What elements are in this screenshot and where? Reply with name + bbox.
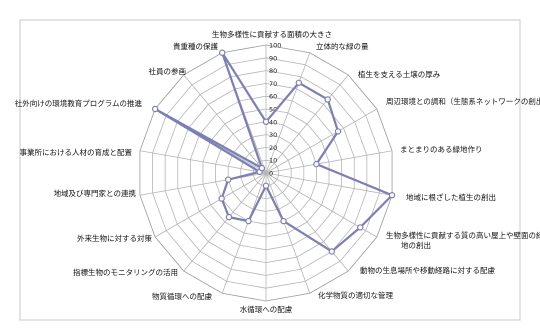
- spoke: [265, 172, 349, 272]
- data-point: [357, 224, 364, 231]
- tick-label: 50: [269, 106, 277, 114]
- category-label-line: 水循環への配慮: [240, 304, 293, 314]
- category-label: 化学物質の適切な管理: [318, 290, 393, 300]
- spoke: [265, 172, 311, 294]
- data-point: [388, 192, 396, 199]
- tick-label: 90: [269, 54, 277, 62]
- tick-label: 70: [269, 80, 277, 88]
- category-label: 周辺環境との調和（生態系ネットワークの創出）: [386, 96, 540, 106]
- category-label-line: まとまりのある緑地作り: [400, 144, 483, 154]
- tick-label: 100: [269, 42, 281, 50]
- category-label: まとまりのある緑地作り: [400, 144, 483, 154]
- category-label: 地域及び専門家との連携: [54, 188, 137, 198]
- tick-label: 0: [269, 170, 273, 178]
- category-label: 生物多様性に貢献する面積の大きさ: [212, 29, 332, 39]
- spoke: [265, 172, 393, 196]
- data-point: [224, 176, 232, 183]
- spoke: [183, 172, 267, 272]
- data-point: [218, 195, 225, 202]
- data-point: [225, 213, 233, 221]
- category-label: 社外向けの環境教育プログラムの推進: [15, 98, 143, 108]
- spoke: [265, 74, 349, 174]
- tick-label: 20: [269, 144, 277, 152]
- category-label-line: 動物の生息場所や移動経路に対する配慮: [360, 265, 495, 275]
- chart-border: [19, 19, 521, 321]
- data-point: [324, 96, 331, 103]
- category-label-line: 生物多様性に貢献する質の高い屋上や壁面の緑: [386, 230, 540, 240]
- data-point: [280, 217, 287, 225]
- spoke: [183, 74, 267, 174]
- category-label-line: 貴重種の保護: [173, 41, 218, 51]
- spoke: [265, 150, 393, 174]
- spoke: [265, 52, 311, 174]
- data-point: [262, 118, 270, 126]
- category-label-line: 地域に根ざした植生の創出: [406, 192, 496, 202]
- spoke: [265, 108, 378, 174]
- category-label-line: 化学物質の適切な管理: [318, 290, 393, 300]
- data-point: [262, 182, 270, 189]
- category-label-line: 事業所における人材の育成と配置: [20, 147, 133, 157]
- spoke: [221, 172, 267, 294]
- radial-tick-labels: 0 10 20 30 40 50 60 70 80 90 100: [269, 42, 281, 178]
- spoke: [154, 172, 267, 238]
- data-point: [151, 105, 159, 113]
- spoke: [139, 172, 267, 196]
- category-labels: 生物多様性に貢献する面積の大きさ立体的な緑の量植生を支える土壌の厚み周辺環境との…: [15, 29, 540, 314]
- category-label-line: 社外向けの環境教育プログラムの推進: [15, 98, 143, 108]
- tick-label: 10: [269, 157, 277, 165]
- category-label: 指標生物のモニタリングの活用: [73, 267, 178, 277]
- data-point: [334, 128, 342, 135]
- data-point: [295, 79, 303, 86]
- tick-label: 60: [269, 93, 277, 101]
- tick-label: 80: [269, 67, 277, 75]
- category-label: 地域に根ざした植生の創出: [406, 192, 496, 202]
- category-label: 外来生物に対する対策: [77, 233, 152, 243]
- data-point: [258, 164, 266, 172]
- category-label-line: 地の創出: [401, 240, 431, 250]
- category-label-line: 外来生物に対する対策: [77, 233, 152, 243]
- category-label: 水循環への配慮: [240, 304, 293, 314]
- category-label: 立体的な緑の量: [316, 41, 369, 51]
- series-layer: [151, 49, 396, 255]
- category-label-line: 生物多様性に貢献する面積の大きさ: [212, 29, 332, 39]
- category-label-line: 社員の参画: [149, 66, 187, 76]
- data-point: [328, 248, 336, 255]
- data-point: [219, 49, 226, 56]
- data-point: [245, 217, 252, 225]
- tick-label: 40: [269, 118, 277, 126]
- category-label-line: 立体的な緑の量: [316, 41, 369, 51]
- category-label: 事業所における人材の育成と配置: [20, 147, 133, 157]
- category-label-line: 地域及び専門家との連携: [54, 188, 137, 198]
- category-label: 貴重種の保護: [173, 41, 218, 51]
- category-label: 動物の生息場所や移動経路に対する配慮: [360, 265, 495, 275]
- tick-label: 30: [269, 131, 277, 139]
- category-label-line: 植生を支える土壌の厚み: [358, 69, 441, 79]
- category-label: 社員の参画: [149, 66, 187, 76]
- category-label-line: 周辺環境との調和（生態系ネットワークの創出）: [386, 96, 540, 106]
- category-label: 物質循環への配慮: [152, 291, 212, 301]
- spoke: [139, 150, 267, 174]
- category-label: 生物多様性に貢献する質の高い屋上や壁面の緑地の創出: [386, 230, 540, 250]
- category-label: 植生を支える土壌の厚み: [358, 69, 441, 79]
- category-label-line: 物質循環への配慮: [152, 291, 212, 301]
- category-label-line: 指標生物のモニタリングの活用: [73, 267, 178, 277]
- data-point: [313, 160, 320, 168]
